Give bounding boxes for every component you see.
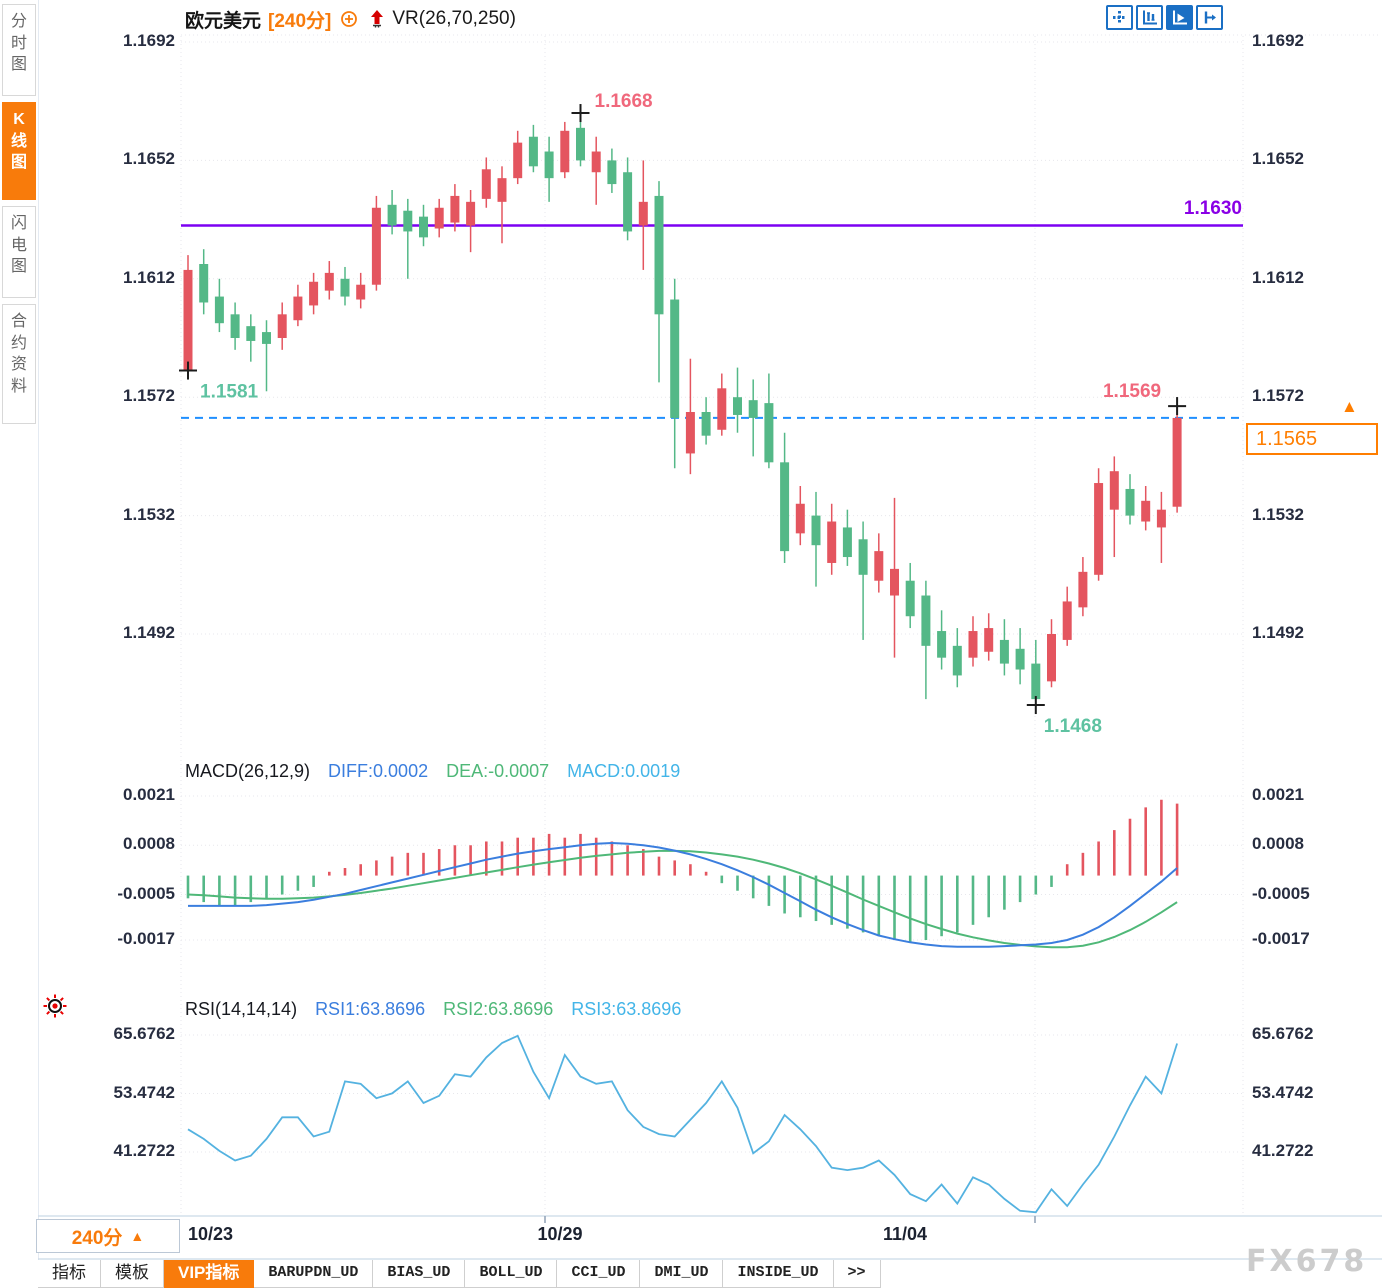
rsi-axis-label-right: 53.4742: [1252, 1082, 1314, 1102]
bottom-tab-bar: 指标 模板 VIP指标 BARUPDN_UD BIAS_UD BOLL_UD CCI_UD D…: [38, 1260, 1382, 1288]
macd-dea-value: DEA:-0.0007: [446, 761, 550, 781]
svg-text:1.1468: 1.1468: [1044, 716, 1102, 737]
rsi-axis-label-left: 53.4742: [113, 1082, 175, 1102]
bottom-tab--[interactable]: 指标: [38, 1260, 101, 1288]
price-axis-label-left: 1.1492: [123, 623, 175, 642]
macd-macd-value: MACD:0.0019: [567, 761, 681, 781]
rsi-axis-label-left: 41.2722: [113, 1141, 175, 1160]
bottom-tab-barupdn_ud[interactable]: BARUPDN_UD: [254, 1260, 374, 1288]
axis-chart-icon[interactable]: [1136, 5, 1163, 30]
bottom-tab-vip-[interactable]: VIP指标: [164, 1260, 255, 1288]
price-axis-label-right: 1.1572: [1252, 386, 1304, 406]
x-axis-date-label: 11/04: [882, 1224, 928, 1244]
price-axis-label-right: 1.1652: [1252, 149, 1304, 169]
bottom-tab-cci_ud[interactable]: CCI_UD: [557, 1260, 641, 1288]
macd-name-label[interactable]: MACD(26,12,9): [185, 761, 311, 781]
sidebar-item-contract-info[interactable]: 合约资料: [2, 304, 36, 424]
price-axis-label-right: 1.1692: [1252, 31, 1304, 50]
rsi-axis-label-right: 65.6762: [1252, 1024, 1314, 1043]
chart-toolbar: [1106, 5, 1223, 30]
price-axis-label-right: 1.1492: [1252, 623, 1304, 642]
macd-axis-label-right: -0.0017: [1252, 929, 1310, 948]
sidebar-item-label: 分时图: [11, 13, 28, 74]
sidebar-item-timeline-chart[interactable]: 分时图: [2, 4, 36, 96]
sidebar-item-label: K线图: [11, 111, 28, 172]
rsi1-value: RSI1:63.8696: [315, 999, 426, 1019]
alert-sun-icon[interactable]: [42, 993, 68, 1024]
macd-axis-label-left: -0.0017: [117, 929, 175, 948]
macd-axis-label-left: 0.0008: [123, 834, 175, 854]
bottom-tab-inside_ud[interactable]: INSIDE_UD: [723, 1260, 834, 1288]
macd-diff-value: DIFF:0.0002: [328, 761, 429, 781]
macd-axis-label-right: 0.0008: [1252, 834, 1304, 854]
svg-text:1.1581: 1.1581: [200, 382, 259, 403]
up-arrow-icon: [370, 9, 384, 29]
fx678-watermark: FX678: [1246, 1244, 1368, 1279]
x-axis-date-label: 10/29: [537, 1224, 583, 1244]
macd-axis-label-left: 0.0021: [123, 785, 175, 804]
left-sidebar: 分时图 K线图 闪电图 合约资料: [0, 0, 38, 1288]
x-axis-date-label: 10/23: [188, 1224, 234, 1244]
bottom-tab-boll_ud[interactable]: BOLL_UD: [465, 1260, 558, 1288]
sidebar-item-label: 合约资料: [11, 313, 28, 395]
playback-chart-icon[interactable]: [1166, 5, 1193, 30]
rsi-axis-label-left: 65.6762: [113, 1024, 175, 1043]
sidebar-item-lightning-chart[interactable]: 闪电图: [2, 206, 36, 298]
period-value: 240分: [71, 1227, 123, 1249]
price-axis-label-left: 1.1652: [123, 149, 175, 169]
resistance-line-value: 1.1630: [1183, 198, 1242, 219]
add-indicator-icon[interactable]: [340, 10, 358, 28]
symbol-title: 欧元美元: [185, 10, 262, 32]
period-label[interactable]: [240分]: [268, 10, 332, 32]
price-axis-label-left: 1.1572: [123, 386, 175, 406]
crosshair-icon[interactable]: [1106, 5, 1133, 30]
vr-indicator-label[interactable]: VR(26,70,250): [392, 8, 516, 29]
period-dropup-icon: ▲: [130, 1228, 145, 1244]
price-axis-label-right: 1.1532: [1252, 504, 1304, 524]
bottom-tab-bias_ud[interactable]: BIAS_UD: [373, 1260, 466, 1288]
current-price-tag: 1.1565: [1246, 423, 1378, 455]
price-tag-arrow-icon: ▲: [1341, 397, 1358, 416]
rsi-axis-label-right: 41.2722: [1252, 1141, 1314, 1160]
svg-text:1.1569: 1.1569: [1103, 381, 1161, 402]
bottom-tab->>[interactable]: >>: [833, 1260, 881, 1288]
sidebar-item-label: 闪电图: [11, 215, 28, 276]
macd-legend: MACD(26,12,9) DIFF:0.0002 DEA:-0.0007 MA…: [185, 761, 680, 782]
macd-axis-label-left: -0.0005: [117, 883, 175, 903]
price-axis-label-left: 1.1692: [123, 31, 175, 50]
price-axis-label-left: 1.1612: [123, 267, 175, 287]
export-icon[interactable]: [1196, 5, 1223, 30]
rsi3-value: RSI3:63.8696: [571, 999, 682, 1019]
bottom-tab-dmi_ud[interactable]: DMI_UD: [640, 1260, 724, 1288]
rsi-legend: RSI(14,14,14) RSI1:63.8696 RSI2:63.8696 …: [185, 999, 681, 1020]
rsi2-value: RSI2:63.8696: [443, 999, 554, 1019]
macd-axis-label-right: -0.0005: [1252, 883, 1310, 903]
period-selector[interactable]: 240分 ▲: [36, 1219, 180, 1253]
chart-header: 欧元美元 [240分] VR(26,70,250): [185, 6, 516, 32]
price-axis-label-left: 1.1532: [123, 504, 175, 524]
bottom-tab--[interactable]: 模板: [101, 1260, 164, 1288]
rsi-name-label[interactable]: RSI(14,14,14): [185, 999, 298, 1019]
sidebar-item-kline-chart[interactable]: K线图: [2, 102, 36, 200]
price-axis-label-right: 1.1612: [1252, 267, 1304, 287]
macd-axis-label-right: 0.0021: [1252, 785, 1304, 804]
svg-text:1.1668: 1.1668: [595, 91, 653, 112]
